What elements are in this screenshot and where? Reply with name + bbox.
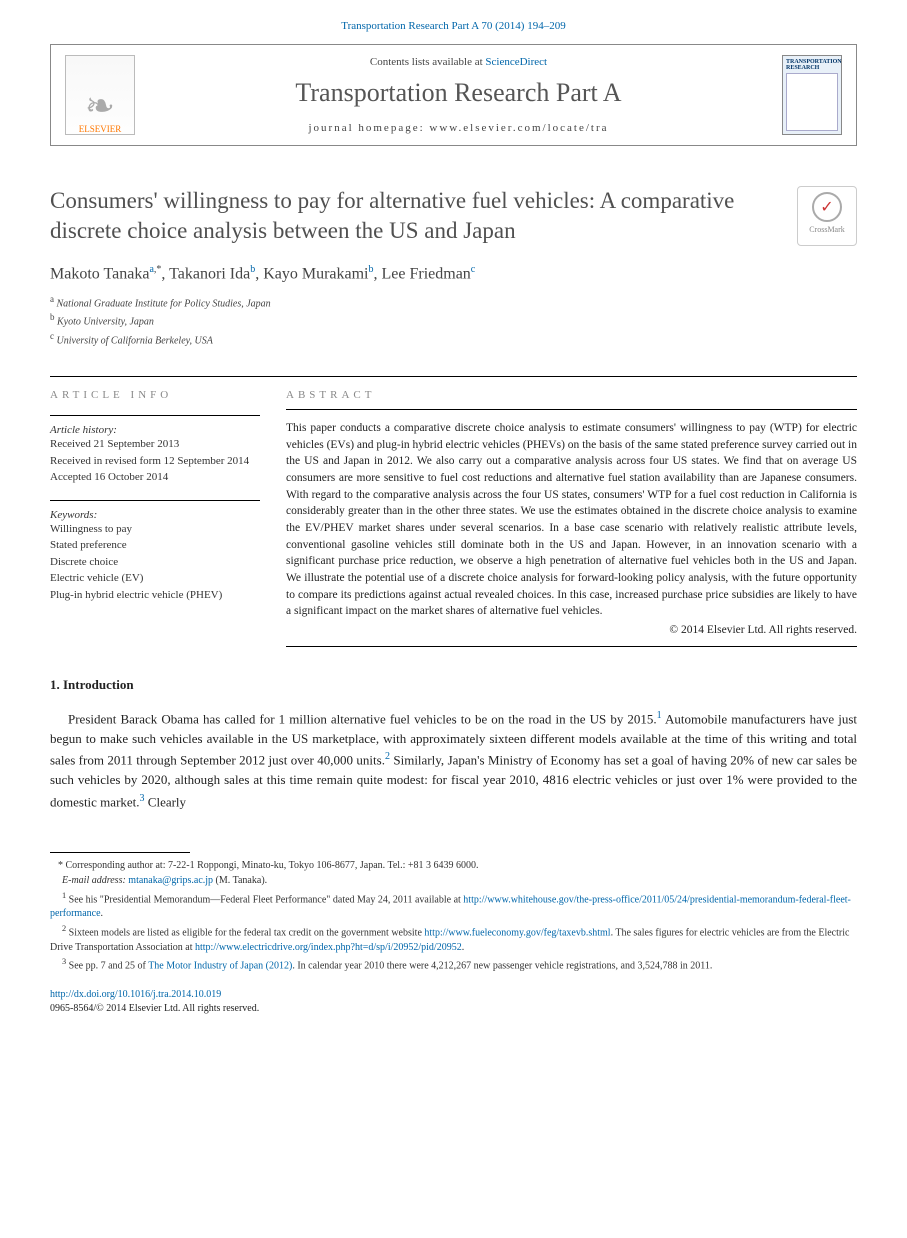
footnote-rule: [50, 852, 190, 853]
affiliation-a: a National Graduate Institute for Policy…: [50, 293, 857, 311]
aff-key-a: a: [50, 294, 54, 304]
abstract-copyright: © 2014 Elsevier Ltd. All rights reserved…: [286, 624, 857, 636]
affiliation-c: c University of California Berkeley, USA: [50, 330, 857, 348]
keyword-1: Stated preference: [50, 537, 260, 554]
history-2: Accepted 16 October 2014: [50, 469, 260, 486]
abstract-rule-bottom: [286, 646, 857, 647]
publisher-label: ELSEVIER: [79, 124, 122, 134]
footnote-2: 2 Sixteen models are listed as eligible …: [50, 923, 857, 955]
email-suffix: (M. Tanaka).: [216, 875, 268, 886]
author-3-aff: c: [471, 264, 475, 275]
article-info-heading: ARTICLE INFO: [50, 389, 260, 401]
author-0-name: Makoto Tanaka: [50, 265, 149, 282]
abstract-rule: [286, 409, 857, 410]
abstract-column: ABSTRACT This paper conducts a comparati…: [286, 389, 857, 647]
fn1-a: See his "Presidential Memorandum—Federal…: [69, 894, 464, 905]
footnote-corresponding: * Corresponding author at: 7-22-1 Roppon…: [50, 859, 857, 874]
journal-reference: Transportation Research Part A 70 (2014)…: [50, 20, 857, 32]
journal-name: Transportation Research Part A: [135, 78, 782, 108]
footnote-3: 3 See pp. 7 and 25 of The Motor Industry…: [50, 956, 857, 974]
aff-key-c: c: [50, 331, 54, 341]
intro-p1-d: Clearly: [145, 794, 187, 809]
keyword-2: Discrete choice: [50, 554, 260, 571]
keywords-lines: Willingness to pay Stated preference Dis…: [50, 521, 260, 604]
doi-link[interactable]: http://dx.doi.org/10.1016/j.tra.2014.10.…: [50, 989, 221, 1000]
aff-text-b: Kyoto University, Japan: [57, 317, 154, 328]
elsevier-logo: ❧ ELSEVIER: [65, 55, 135, 135]
fn2-c: .: [462, 942, 465, 953]
issn-copyright-line: 0965-8564/© 2014 Elsevier Ltd. All right…: [50, 1003, 259, 1014]
elsevier-tree-icon: ❧: [85, 88, 115, 124]
footnote-1: 1 See his "Presidential Memorandum—Feder…: [50, 890, 857, 922]
abstract-text: This paper conducts a comparative discre…: [286, 420, 857, 620]
footnotes-block: * Corresponding author at: 7-22-1 Roppon…: [50, 859, 857, 974]
aff-key-b: b: [50, 312, 55, 322]
abstract-heading: ABSTRACT: [286, 389, 857, 401]
fn3-b: . In calendar year 2010 there were 4,212…: [292, 961, 712, 972]
email-link[interactable]: mtanaka@grips.ac.jp: [128, 875, 213, 886]
contents-available-line: Contents lists available at ScienceDirec…: [135, 56, 782, 68]
author-3-name: Lee Friedman: [382, 265, 471, 282]
article-info-column: ARTICLE INFO Article history: Received 2…: [50, 389, 260, 647]
crossmark-label: CrossMark: [809, 225, 845, 234]
affiliation-b: b Kyoto University, Japan: [50, 311, 857, 329]
contents-prefix: Contents lists available at: [370, 56, 485, 68]
journal-header-bar: ❧ ELSEVIER Contents lists available at S…: [50, 44, 857, 146]
keyword-0: Willingness to pay: [50, 521, 260, 538]
header-center: Contents lists available at ScienceDirec…: [135, 56, 782, 134]
intro-p1-a: President Barack Obama has called for 1 …: [68, 711, 657, 726]
keywords-label: Keywords:: [50, 509, 260, 521]
cover-label: TRANSPORTATION RESEARCH: [786, 59, 838, 71]
homepage-prefix: journal homepage:: [308, 122, 429, 134]
homepage-url: www.elsevier.com/locate/tra: [429, 122, 608, 134]
section-1-heading: 1. Introduction: [50, 677, 857, 693]
intro-paragraph-1: President Barack Obama has called for 1 …: [50, 707, 857, 811]
doi-block: http://dx.doi.org/10.1016/j.tra.2014.10.…: [50, 988, 857, 1016]
keyword-3: Electric vehicle (EV): [50, 570, 260, 587]
history-0: Received 21 September 2013: [50, 436, 260, 453]
sciencedirect-link[interactable]: ScienceDirect: [485, 56, 547, 68]
fn2-link1[interactable]: http://www.fueleconomy.gov/feg/taxevb.sh…: [424, 927, 610, 938]
history-1: Received in revised form 12 September 20…: [50, 453, 260, 470]
fn-corr-text: Corresponding author at: 7-22-1 Roppongi…: [66, 860, 479, 871]
crossmark-icon: ✓: [812, 192, 842, 222]
footnote-email: E-mail address: mtanaka@grips.ac.jp (M. …: [50, 874, 857, 889]
fn2-link2[interactable]: http://www.electricdrive.org/index.php?h…: [195, 942, 462, 953]
author-2-aff: b: [369, 264, 374, 275]
author-0-corr-star: ,*: [154, 264, 162, 275]
email-label: E-mail address:: [62, 875, 126, 886]
fn3-a: See pp. 7 and 25 of: [69, 961, 149, 972]
fn2-a: Sixteen models are listed as eligible fo…: [69, 927, 425, 938]
cover-body-placeholder: [786, 73, 838, 131]
author-1-name: Takanori Ida: [169, 265, 250, 282]
authors-line: Makoto Tanakaa,*, Takanori Idab, Kayo Mu…: [50, 264, 857, 283]
aff-text-c: University of California Berkeley, USA: [57, 335, 213, 346]
affiliations: a National Graduate Institute for Policy…: [50, 293, 857, 348]
history-lines: Received 21 September 2013 Received in r…: [50, 436, 260, 486]
author-2-name: Kayo Murakami: [263, 265, 368, 282]
article-info-rule-1: [50, 415, 260, 416]
article-title: Consumers' willingness to pay for altern…: [50, 186, 857, 246]
crossmark-badge[interactable]: ✓ CrossMark: [797, 186, 857, 246]
fn3-link[interactable]: The Motor Industry of Japan (2012): [148, 961, 292, 972]
journal-cover-thumbnail: TRANSPORTATION RESEARCH: [782, 55, 842, 135]
divider-top: [50, 376, 857, 377]
history-label: Article history:: [50, 424, 260, 436]
author-1-aff: b: [250, 264, 255, 275]
homepage-line: journal homepage: www.elsevier.com/locat…: [135, 122, 782, 134]
aff-text-a: National Graduate Institute for Policy S…: [57, 298, 271, 309]
fn1-b: .: [101, 908, 104, 919]
keyword-4: Plug-in hybrid electric vehicle (PHEV): [50, 587, 260, 604]
article-info-rule-2: [50, 500, 260, 501]
